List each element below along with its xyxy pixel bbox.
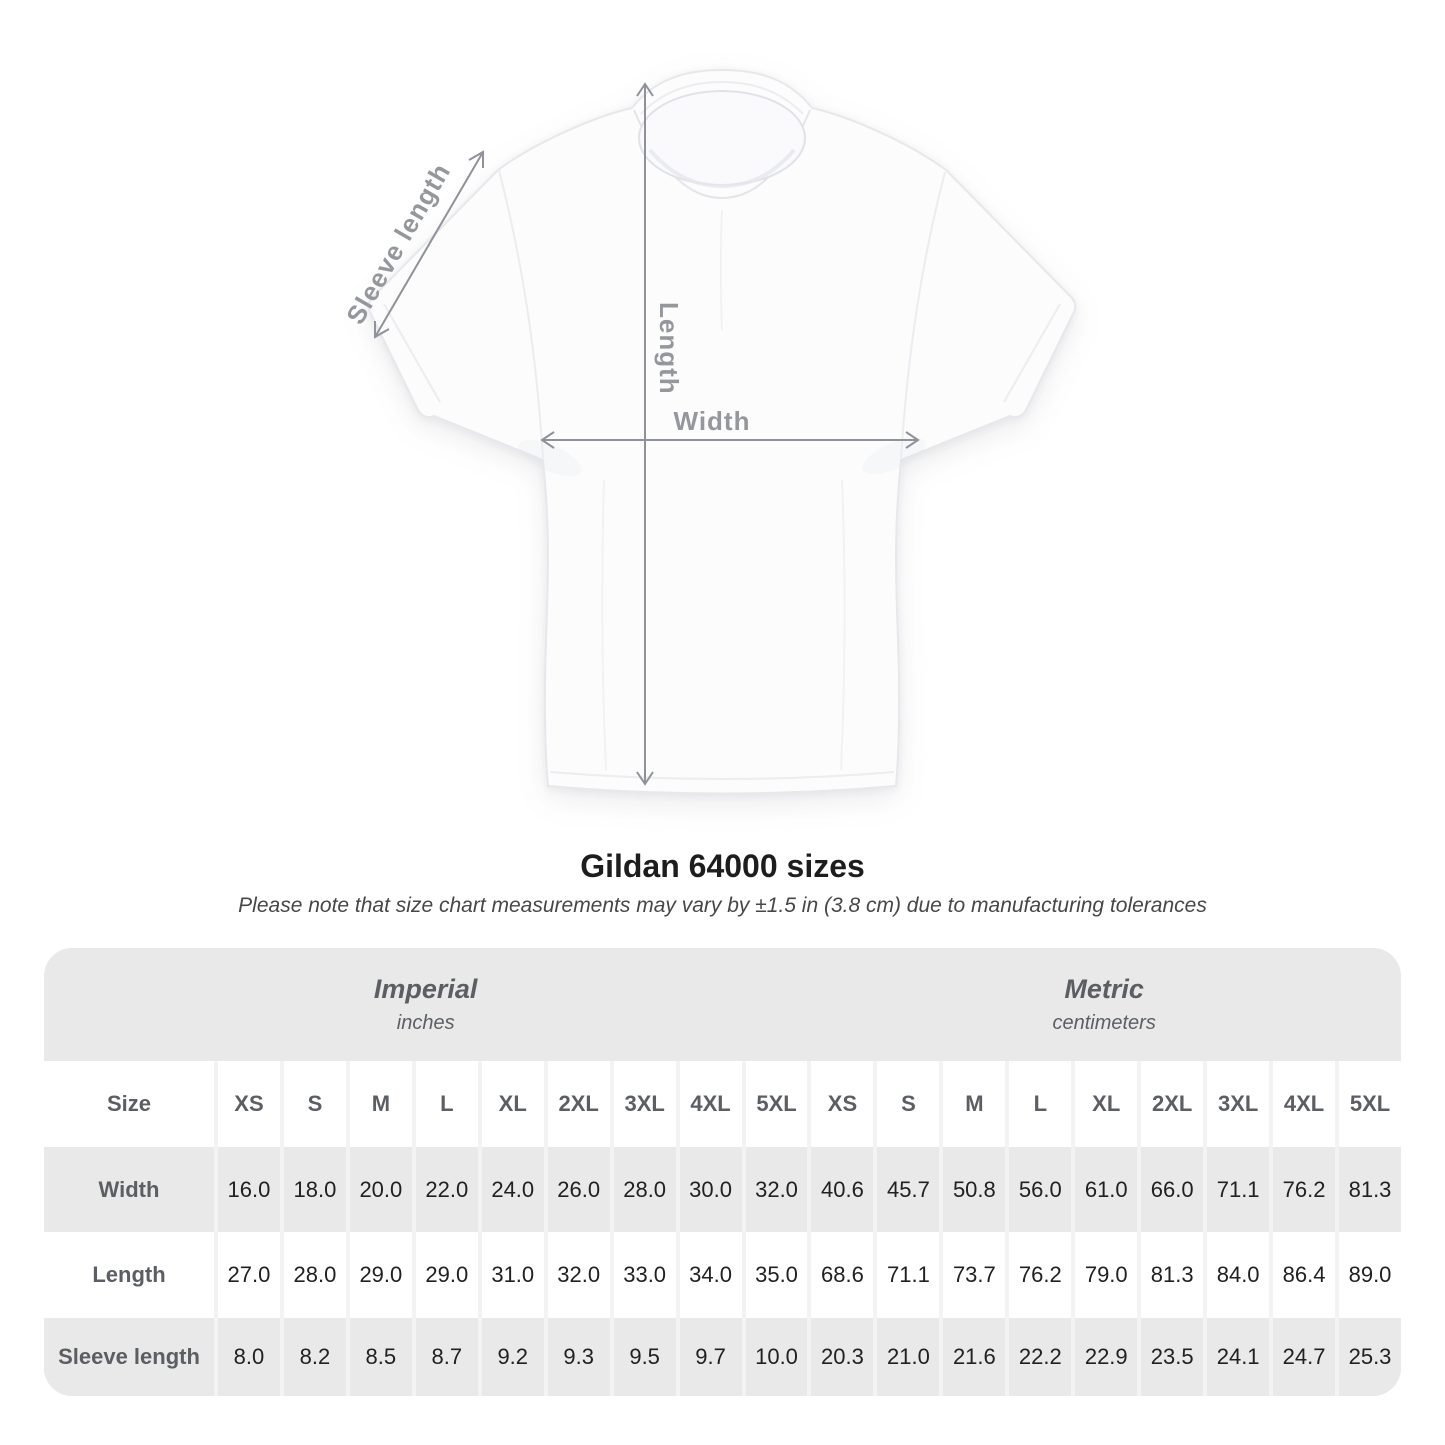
- size-cell: 8.7: [415, 1318, 478, 1396]
- column-header: XS: [218, 1061, 280, 1147]
- size-cell: 8.0: [218, 1318, 280, 1396]
- size-cell: 84.0: [1207, 1232, 1270, 1318]
- size-cell: 27.0: [218, 1232, 280, 1318]
- size-cell: 21.6: [943, 1318, 1006, 1396]
- column-header: 4XL: [1273, 1061, 1336, 1147]
- sleeve-length-arrow: [374, 150, 484, 339]
- imperial-header: Imperial inches: [44, 948, 807, 1061]
- size-grid: Size XS S M L XL 2XL 3XL 4XL 5XL XS S M L XL 2XL 3XL 4XL 5…: [44, 1061, 1401, 1396]
- length-arrow: [636, 82, 654, 786]
- size-cell: 86.4: [1273, 1232, 1336, 1318]
- metric-header: Metric centimeters: [807, 948, 1401, 1061]
- length-label: Length: [654, 302, 684, 395]
- size-cell: 56.0: [1009, 1147, 1072, 1232]
- size-cell: 9.5: [613, 1318, 676, 1396]
- size-cell: 79.0: [1075, 1232, 1138, 1318]
- tshirt-graphic: [367, 68, 1077, 795]
- size-cell: 76.2: [1273, 1147, 1336, 1232]
- width-label: Width: [674, 406, 751, 436]
- column-header: L: [1009, 1061, 1072, 1147]
- size-cell: 81.3: [1141, 1232, 1204, 1318]
- size-cell: 9.7: [679, 1318, 742, 1396]
- size-cell: 28.0: [613, 1147, 676, 1232]
- size-cell: 34.0: [679, 1232, 742, 1318]
- row-label: Sleeve length: [44, 1318, 214, 1396]
- size-cell: 33.0: [613, 1232, 676, 1318]
- size-cell: 8.2: [283, 1318, 346, 1396]
- column-header: 2XL: [1141, 1061, 1204, 1147]
- column-header: XL: [1075, 1061, 1138, 1147]
- size-cell: 26.0: [547, 1147, 610, 1232]
- size-cell: 50.8: [943, 1147, 1006, 1232]
- size-cell: 68.6: [811, 1232, 874, 1318]
- column-header: 2XL: [547, 1061, 610, 1147]
- width-arrow: [540, 431, 920, 449]
- size-cell: 76.2: [1009, 1232, 1072, 1318]
- size-cell: 35.0: [745, 1232, 808, 1318]
- size-cell: 24.0: [481, 1147, 544, 1232]
- column-header: M: [349, 1061, 412, 1147]
- size-cell: 61.0: [1075, 1147, 1138, 1232]
- size-cell: 29.0: [415, 1232, 478, 1318]
- size-cell: 20.3: [811, 1318, 874, 1396]
- size-cell: 10.0: [745, 1318, 808, 1396]
- column-header: 3XL: [613, 1061, 676, 1147]
- size-cell: 73.7: [943, 1232, 1006, 1318]
- column-header: 5XL: [745, 1061, 808, 1147]
- shirt-illustration: Width Length Sleeve length: [340, 68, 1077, 795]
- metric-unit: centimeters: [1052, 1012, 1156, 1034]
- size-cell: 9.2: [481, 1318, 544, 1396]
- size-cell: 81.3: [1339, 1147, 1401, 1232]
- size-cell: 25.3: [1339, 1318, 1401, 1396]
- size-cell: 32.0: [745, 1147, 808, 1232]
- size-cell: 18.0: [283, 1147, 346, 1232]
- size-cell: 40.6: [811, 1147, 874, 1232]
- page-subtitle: Please note that size chart measurements…: [238, 894, 1207, 917]
- row-label: Width: [44, 1147, 214, 1232]
- column-header: 3XL: [1207, 1061, 1270, 1147]
- size-cell: 71.1: [877, 1232, 940, 1318]
- column-header: L: [415, 1061, 478, 1147]
- size-cell: 24.7: [1273, 1318, 1336, 1396]
- size-cell: 28.0: [283, 1232, 346, 1318]
- size-cell: 21.0: [877, 1318, 940, 1396]
- size-cell: 20.0: [349, 1147, 412, 1232]
- column-header: 4XL: [679, 1061, 742, 1147]
- size-cell: 32.0: [547, 1232, 610, 1318]
- size-cell: 9.3: [547, 1318, 610, 1396]
- column-header: M: [943, 1061, 1006, 1147]
- row-label: Length: [44, 1232, 214, 1318]
- size-cell: 30.0: [679, 1147, 742, 1232]
- column-header: S: [283, 1061, 346, 1147]
- imperial-unit: inches: [396, 1012, 455, 1034]
- page-title: Gildan 64000 sizes: [580, 848, 865, 884]
- size-cell: 31.0: [481, 1232, 544, 1318]
- size-cell: 71.1: [1207, 1147, 1270, 1232]
- size-cell: 22.2: [1009, 1318, 1072, 1396]
- size-cell: 22.9: [1075, 1318, 1138, 1396]
- size-cell: 66.0: [1141, 1147, 1204, 1232]
- size-cell: 22.0: [415, 1147, 478, 1232]
- imperial-name: Imperial: [373, 974, 478, 1004]
- column-header: 5XL: [1339, 1061, 1401, 1147]
- size-cell: 24.1: [1207, 1318, 1270, 1396]
- size-cell: 8.5: [349, 1318, 412, 1396]
- size-column-header: Size: [44, 1061, 214, 1147]
- column-header: XS: [811, 1061, 874, 1147]
- size-table: Imperial inches Metric centimeters Size X…: [44, 948, 1401, 1396]
- size-cell: 23.5: [1141, 1318, 1204, 1396]
- column-header: S: [877, 1061, 940, 1147]
- size-cell: 89.0: [1339, 1232, 1401, 1318]
- metric-name: Metric: [1064, 974, 1144, 1004]
- unit-band: Imperial inches Metric centimeters: [44, 948, 1401, 1061]
- column-header: XL: [481, 1061, 544, 1147]
- size-cell: 29.0: [349, 1232, 412, 1318]
- size-cell: 45.7: [877, 1147, 940, 1232]
- size-cell: 16.0: [218, 1147, 280, 1232]
